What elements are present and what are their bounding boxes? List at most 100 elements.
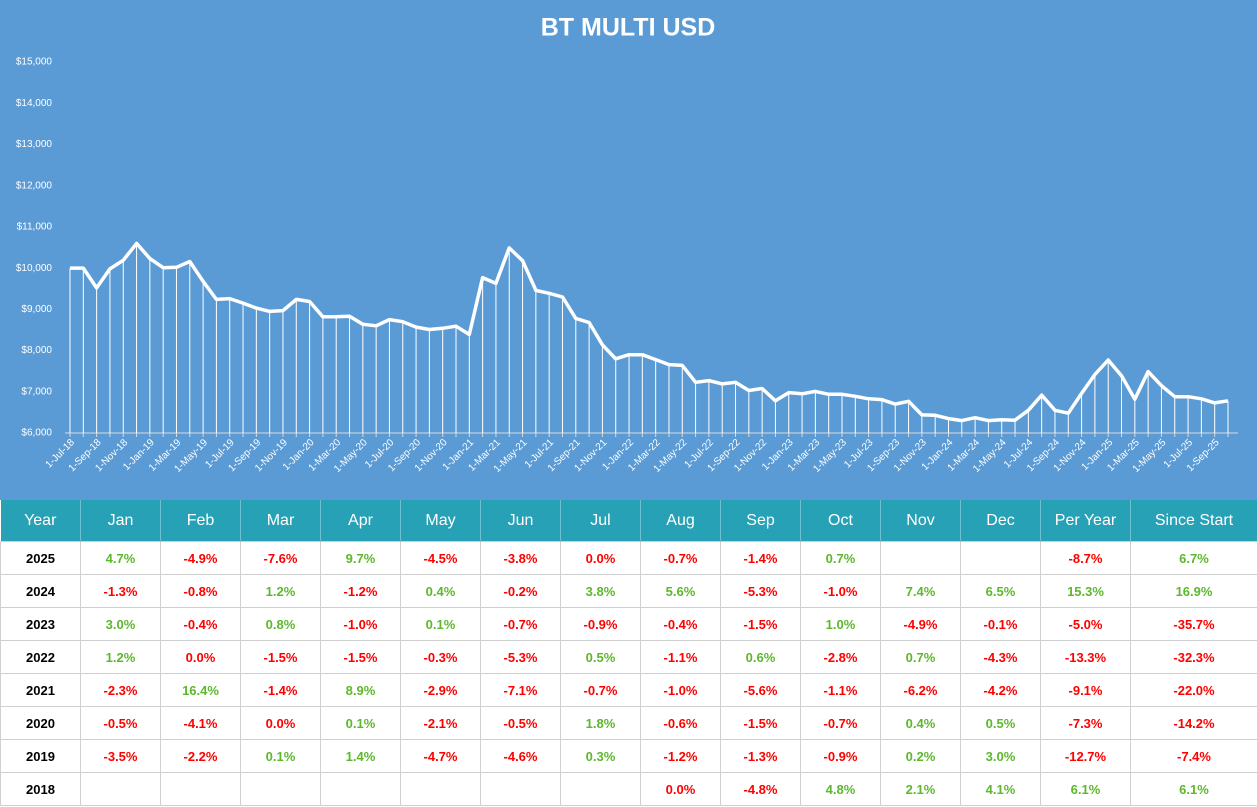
y-tick-label: $8,000 [21,345,52,356]
return-cell: -2.2% [160,739,241,773]
return-cell: -12.7% [1040,739,1131,773]
return-cell: 4.1% [960,772,1041,806]
return-cell: -1.0% [320,607,401,641]
y-tick-label: $6,000 [21,428,52,439]
table-row: 2020 -0.5% -4.1% 0.0% 0.1% -2.1% -0.5% 1.8% -0.6… [0,706,1257,740]
return-cell [320,772,401,806]
return-cell: 0.2% [880,739,961,773]
return-cell [80,772,161,806]
column-header: Apr [320,500,401,542]
y-tick-label: $13,000 [16,139,53,150]
return-cell: 1.2% [240,574,321,608]
return-cell: -4.2% [960,673,1041,707]
return-cell: -4.5% [400,541,481,575]
returns-table: Year Jan Feb Mar Apr May Jun Jul Aug Sep Oct Nov Dec… [0,500,1257,806]
return-cell: 6.5% [960,574,1041,608]
return-cell: -7.3% [1040,706,1131,740]
return-cell: 6.7% [1130,541,1257,575]
return-cell: -1.5% [240,640,321,674]
return-cell: -1.2% [640,739,721,773]
return-cell: 0.1% [400,607,481,641]
year-cell: 2023 [0,607,81,641]
return-cell: 3.0% [960,739,1041,773]
return-cell [880,541,961,575]
y-tick-label: $7,000 [21,386,52,397]
return-cell: -0.7% [800,706,881,740]
return-cell: 4.7% [80,541,161,575]
year-cell: 2022 [0,640,81,674]
y-tick-label: $10,000 [16,263,53,274]
column-header: Since Start [1130,500,1257,542]
column-header: Dec [960,500,1041,542]
return-cell: 0.3% [560,739,641,773]
return-cell [960,541,1041,575]
return-cell: 0.1% [320,706,401,740]
return-cell: -1.5% [320,640,401,674]
return-cell: 6.1% [1130,772,1257,806]
return-cell: -5.3% [480,640,561,674]
return-cell: -7.4% [1130,739,1257,773]
return-cell: -0.3% [400,640,481,674]
return-cell: -0.9% [800,739,881,773]
table-row: 2018 0.0% -4.8% 4.8% 2.1% 4.1% 6.1% 6.1% [0,772,1257,806]
return-cell: 9.7% [320,541,401,575]
y-tick-label: $15,000 [16,57,53,68]
return-cell: -1.4% [240,673,321,707]
return-cell: 0.1% [240,739,321,773]
return-cell: 3.0% [80,607,161,641]
return-cell: -4.1% [160,706,241,740]
return-cell: -7.1% [480,673,561,707]
return-cell: 0.0% [640,772,721,806]
return-cell: 3.8% [560,574,641,608]
return-cell: -0.8% [160,574,241,608]
return-cell: 1.2% [80,640,161,674]
column-header: Per Year [1040,500,1131,542]
return-cell: 0.4% [400,574,481,608]
return-cell: 0.6% [720,640,801,674]
return-cell: 0.7% [880,640,961,674]
year-cell: 2018 [0,772,81,806]
return-cell: -4.6% [480,739,561,773]
year-cell: 2019 [0,739,81,773]
return-cell: -4.9% [160,541,241,575]
y-tick-label: $9,000 [21,304,52,315]
return-cell: -1.2% [320,574,401,608]
column-header: Jul [560,500,641,542]
return-cell: 16.9% [1130,574,1257,608]
return-cell [480,772,561,806]
return-cell: -6.2% [880,673,961,707]
return-cell: 7.4% [880,574,961,608]
column-header: Year [0,500,81,542]
return-cell: -1.0% [640,673,721,707]
return-cell [400,772,481,806]
return-cell: 16.4% [160,673,241,707]
return-cell: -1.1% [640,640,721,674]
header-row: Year Jan Feb Mar Apr May Jun Jul Aug Sep Oct Nov Dec… [0,500,1257,542]
return-cell: -0.7% [480,607,561,641]
return-cell: 1.4% [320,739,401,773]
table-row: 2019 -3.5% -2.2% 0.1% 1.4% -4.7% -4.6% 0.3% -1.2… [0,739,1257,773]
y-tick-label: $12,000 [16,180,53,191]
return-cell: -22.0% [1130,673,1257,707]
return-cell: -1.1% [800,673,881,707]
return-cell: -0.5% [480,706,561,740]
column-header: Jun [480,500,561,542]
column-header: Sep [720,500,801,542]
return-cell: -3.8% [480,541,561,575]
return-cell: 15.3% [1040,574,1131,608]
return-cell: -9.1% [1040,673,1131,707]
table-row: 2021 -2.3% 16.4% -1.4% 8.9% -2.9% -7.1% -0.7% -1… [0,673,1257,707]
return-cell: 1.0% [800,607,881,641]
return-cell: 0.5% [960,706,1041,740]
return-cell: -4.9% [880,607,961,641]
return-cell: -35.7% [1130,607,1257,641]
column-header: Mar [240,500,321,542]
column-header: Feb [160,500,241,542]
return-cell: -0.4% [640,607,721,641]
table-row: 2023 3.0% -0.4% 0.8% -1.0% 0.1% -0.7% -0.9% -0.4… [0,607,1257,641]
year-cell: 2021 [0,673,81,707]
y-tick-label: $14,000 [16,98,53,109]
return-cell: -13.3% [1040,640,1131,674]
return-cell: 6.1% [1040,772,1131,806]
return-cell: -5.0% [1040,607,1131,641]
